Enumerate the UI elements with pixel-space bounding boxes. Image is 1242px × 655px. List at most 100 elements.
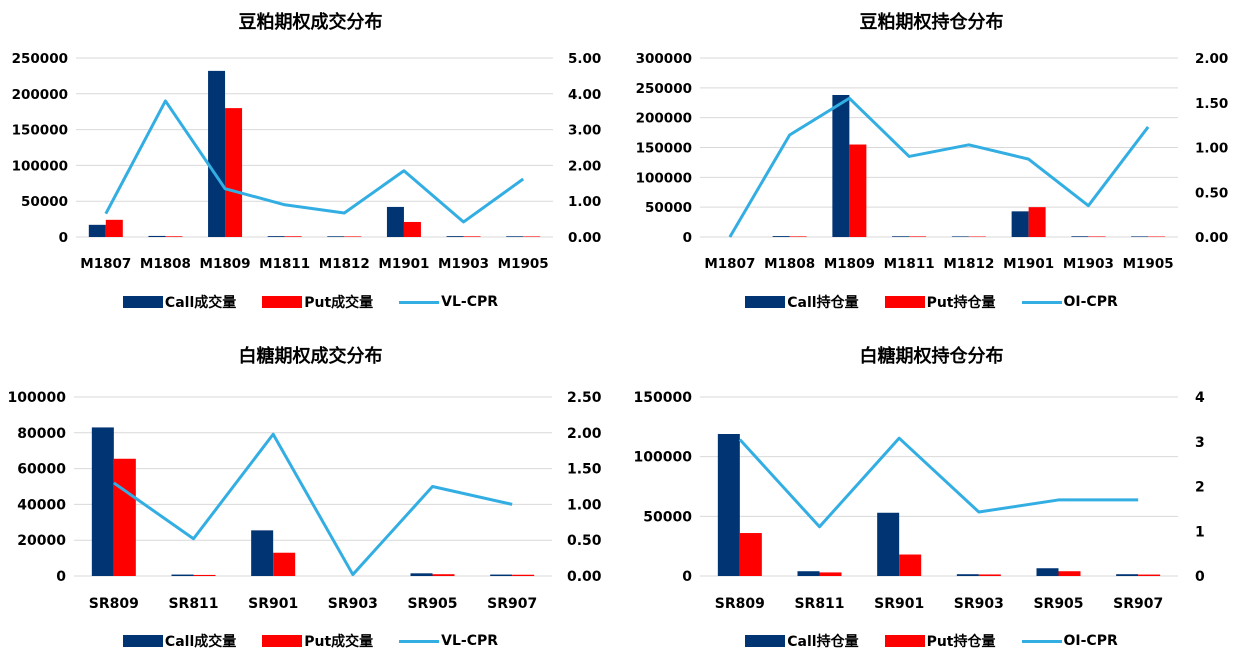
- bar-put: [1058, 571, 1081, 576]
- bar-put: [512, 574, 535, 576]
- chart-title: 白糖期权成交分布: [238, 346, 383, 367]
- legend-swatch-put: [884, 635, 925, 647]
- x-tick-label: M1811: [884, 256, 935, 272]
- y-tick-label: 150000: [12, 123, 68, 139]
- cpr-line: [728, 96, 1150, 238]
- y-tick-label: 0: [56, 569, 66, 585]
- y2-tick-label: 0: [1195, 569, 1205, 585]
- bar-call: [506, 236, 524, 237]
- x-tick-label: M1901: [1003, 256, 1054, 272]
- y-tick-label: 0: [683, 230, 692, 246]
- y2-tick-label: 1.00: [568, 194, 601, 210]
- bar-call: [1116, 574, 1139, 576]
- x-tick-label: SR903: [954, 596, 1004, 612]
- y2-tick-label: 1.00: [1195, 141, 1228, 157]
- legend-swatch-call: [122, 635, 163, 647]
- chart-plot: 0 50000 100000 150000 200000 250000 0.00 1.00 2.…: [12, 51, 602, 272]
- x-tick-label: SR809: [89, 596, 139, 612]
- x-tick-label: M1811: [259, 256, 310, 272]
- legend-item-put: Put持仓量: [884, 292, 996, 312]
- bar-call: [171, 574, 194, 576]
- x-tick-label: M1809: [824, 256, 875, 272]
- y-tick-label: 50000: [21, 194, 68, 210]
- chart-plot: 0 20000 40000 60000 80000 100000 0.00 0.50 1.00 1…: [8, 390, 602, 612]
- legend-item-call: Call成交量: [122, 631, 237, 651]
- y-tick-label: 0: [682, 569, 692, 585]
- bar-call: [91, 427, 114, 576]
- bar-put: [978, 574, 1001, 576]
- legend-label: Call持仓量: [787, 634, 859, 650]
- y2-tick-label: 0.50: [567, 533, 602, 549]
- y-tick-label: 0: [59, 230, 68, 246]
- bar-put: [899, 554, 922, 576]
- legend-swatch-cpr: [1021, 639, 1062, 643]
- y2-tick-label: 0.00: [567, 569, 602, 585]
- bar-put: [739, 533, 762, 576]
- chart-panel-sugar-open-interest: 白糖期权持仓分布 0 50000 100000 150000 0 1 2 3 4 SR809 SR8…: [621, 328, 1242, 655]
- bar-call: [327, 236, 345, 237]
- legend-swatch-cpr: [399, 639, 440, 643]
- x-tick-label: M1807: [80, 256, 131, 272]
- bar-put: [432, 574, 455, 576]
- chart-panel-soymeal-open-interest: 豆粕期权持仓分布 0 50000 100000 150000 200000 250000 3…: [621, 0, 1242, 327]
- y-tick-label: 100000: [12, 158, 68, 174]
- bar-put: [1138, 574, 1161, 576]
- x-tick-label: M1809: [200, 256, 251, 272]
- x-tick-label: M1808: [140, 256, 191, 272]
- bar-call: [446, 236, 464, 237]
- x-tick-label: SR905: [407, 596, 457, 612]
- y-tick-label: 50000: [643, 509, 692, 525]
- y2-tick-label: 0.00: [568, 230, 601, 246]
- bar-put: [344, 236, 362, 237]
- bar-call: [148, 235, 166, 237]
- bar-call: [1011, 211, 1029, 237]
- x-tick-label: SR901: [874, 596, 924, 612]
- y2-tick-label: 2.00: [568, 158, 601, 174]
- legend-label: Put持仓量: [926, 295, 996, 311]
- legend-label: VL-CPR: [441, 633, 499, 649]
- bar-put: [909, 236, 927, 237]
- y-tick-label: 100000: [8, 390, 67, 406]
- chart-panel-sugar-volume: 白糖期权成交分布 0 20000 40000 60000 80000 100000 0.00…: [0, 328, 621, 655]
- legend-item-cpr: OI-CPR: [1021, 292, 1118, 312]
- legend-label: Call成交量: [164, 634, 237, 650]
- legend-label: OI-CPR: [1063, 294, 1118, 310]
- bar-put: [113, 458, 136, 576]
- legend-swatch-put: [262, 635, 303, 647]
- chart-title: 豆粕期权成交分布: [238, 12, 383, 33]
- chart-legend: Call持仓量 Put持仓量 OI-CPR: [621, 292, 1242, 312]
- y2-tick-label: 4.00: [568, 87, 601, 103]
- legend-label: VL-CPR: [441, 294, 499, 310]
- y2-tick-label: 0.00: [1195, 230, 1228, 246]
- chart-legend: Call成交量 Put成交量 VL-CPR: [0, 631, 621, 651]
- y-tick-label: 100000: [636, 170, 692, 186]
- bar-call: [386, 206, 404, 237]
- y-tick-label: 80000: [17, 426, 66, 442]
- y-tick-label: 300000: [636, 51, 692, 67]
- cpr-line: [112, 432, 513, 577]
- bar-put: [165, 236, 183, 237]
- y2-tick-label: 0.50: [1195, 185, 1228, 201]
- bar-put: [849, 144, 867, 237]
- y-tick-label: 40000: [17, 497, 66, 513]
- chart-panel-soymeal-volume: 豆粕期权成交分布 0 50000 100000 150000 200000 250000 0…: [0, 0, 621, 327]
- legend-label: Put成交量: [304, 634, 374, 650]
- x-tick-label: M1903: [438, 256, 489, 272]
- x-tick-label: SR809: [715, 596, 765, 612]
- chart-title: 豆粕期权持仓分布: [859, 12, 1004, 33]
- legend-swatch-put: [884, 296, 925, 308]
- cpr-line: [104, 99, 525, 224]
- bar-call: [877, 512, 900, 576]
- y-tick-label: 100000: [634, 450, 693, 466]
- bar-put: [105, 219, 123, 237]
- y2-tick-label: 2.50: [567, 390, 602, 406]
- bar-call: [251, 530, 274, 576]
- x-tick-label: M1901: [378, 256, 429, 272]
- x-tick-label: M1807: [704, 256, 755, 272]
- legend-item-call: Call成交量: [122, 292, 236, 312]
- bar-put: [403, 221, 421, 237]
- x-tick-label: M1905: [1123, 256, 1174, 272]
- y-tick-label: 250000: [636, 81, 692, 97]
- y-tick-label: 150000: [634, 390, 693, 406]
- x-tick-label: M1903: [1063, 256, 1114, 272]
